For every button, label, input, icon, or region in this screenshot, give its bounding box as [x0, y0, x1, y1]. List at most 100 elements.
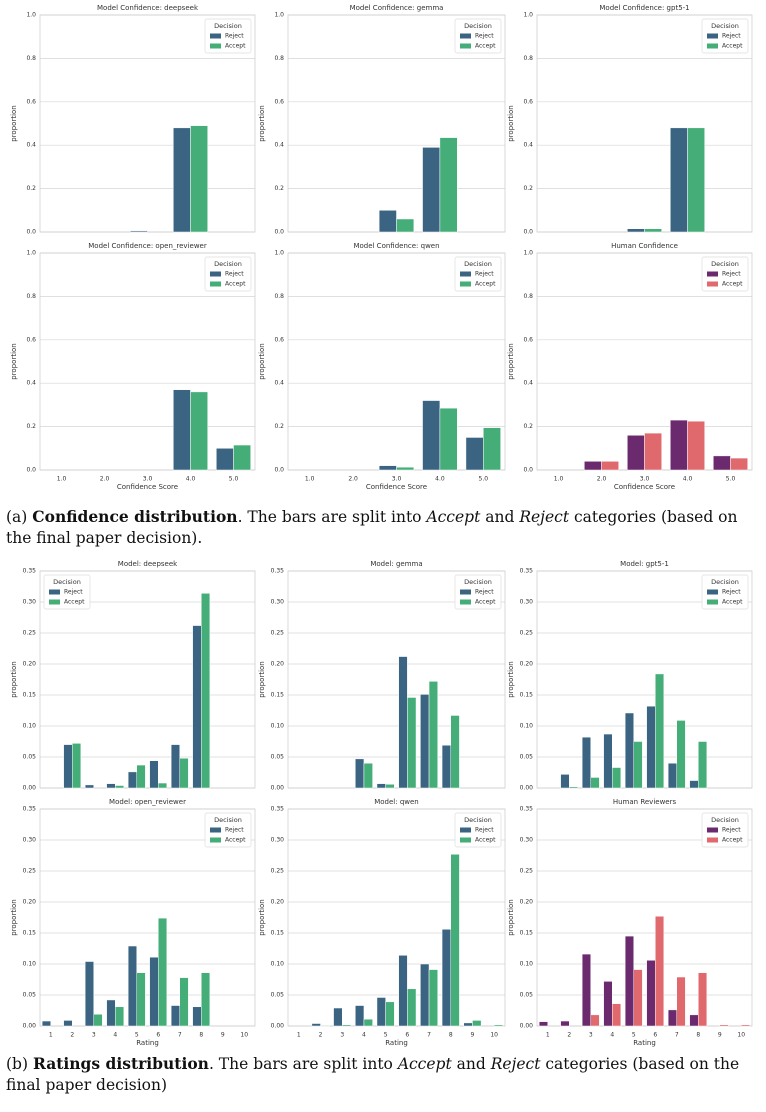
legend-swatch [210, 33, 221, 39]
legend-swatch [707, 281, 718, 287]
caption-italic: Accept [397, 1055, 452, 1073]
y-tick-label: 0.20 [271, 661, 285, 668]
bar [320, 1025, 330, 1027]
y-axis-label: proportion [10, 899, 18, 935]
legend-title: Decision [214, 816, 242, 824]
bar [385, 784, 395, 789]
axes-frame [39, 252, 256, 471]
y-tick-label: 0.05 [23, 992, 37, 999]
bar [646, 705, 656, 789]
caption-bold: Ratings distribution [32, 1054, 209, 1073]
legend-title: Decision [711, 578, 739, 586]
y-tick-label: 0.05 [520, 754, 534, 761]
legend-swatch [707, 827, 718, 833]
legend-label: Accept [475, 599, 496, 606]
x-tick-label: 10 [737, 1032, 745, 1039]
bar [581, 736, 592, 789]
chart-title: Model: qwen [374, 798, 419, 806]
bar [584, 461, 602, 471]
legend-swatch [707, 33, 718, 39]
bar [644, 228, 662, 233]
bar [130, 230, 148, 233]
bar [713, 455, 731, 471]
bar [398, 955, 408, 1027]
legend-swatch [460, 43, 471, 49]
bar [398, 656, 408, 789]
axes-frame [39, 570, 256, 789]
y-axis-label: proportion [10, 343, 18, 379]
chart-title: Model: gpt5-1 [620, 560, 669, 568]
y-tick-label: 0.15 [23, 692, 37, 699]
caption-italic: Accept [426, 508, 481, 526]
y-tick-label: 0.8 [274, 55, 284, 62]
x-tick-label: 2 [70, 1032, 74, 1039]
bar [173, 389, 191, 471]
bar [590, 1014, 600, 1027]
legend-swatch [707, 271, 718, 277]
legend-swatch [460, 599, 471, 605]
bar [190, 391, 208, 471]
x-tick-label: 3.0 [392, 476, 402, 483]
bar [676, 976, 686, 1027]
caption: (a) Confidence distribution. The bars ar… [6, 506, 762, 549]
bar [106, 999, 116, 1027]
axes-frame [287, 808, 506, 1027]
y-tick-label: 0.30 [23, 837, 37, 844]
y-tick-label: 0.4 [274, 142, 284, 149]
legend-swatch [460, 589, 471, 595]
legend-label: Accept [225, 837, 246, 844]
y-tick-label: 0.20 [23, 899, 37, 906]
y-tick-label: 0.30 [520, 837, 534, 844]
bar [84, 784, 95, 789]
x-tick-label: 8 [696, 1032, 700, 1039]
y-tick-label: 0.35 [271, 568, 285, 575]
bar [646, 960, 656, 1027]
bar [136, 972, 146, 1027]
bar [730, 457, 748, 471]
x-tick-label: 1.0 [57, 476, 67, 483]
bar [41, 1020, 52, 1027]
legend-swatch [460, 837, 471, 843]
x-axis-label: Rating [633, 1039, 656, 1047]
bar [687, 127, 705, 233]
y-tick-label: 0.00 [520, 785, 534, 792]
x-tick-label: 1 [297, 1032, 301, 1039]
legend-label: Reject [722, 271, 741, 278]
y-tick-label: 0.0 [523, 467, 533, 474]
bar [719, 1024, 729, 1027]
y-tick-label: 0.10 [23, 961, 37, 968]
bar [483, 427, 501, 471]
bar [450, 715, 460, 789]
x-tick-label: 2.0 [100, 476, 110, 483]
bar [741, 1024, 751, 1027]
bar [385, 1001, 395, 1027]
y-tick-label: 1.0 [274, 12, 284, 19]
legend-title: Decision [214, 260, 242, 268]
legend-title: Decision [464, 816, 492, 824]
bar [378, 210, 397, 233]
bar [333, 1007, 343, 1027]
bar [581, 953, 592, 1027]
y-tick-label: 0.10 [23, 723, 37, 730]
y-tick-label: 0.2 [523, 423, 533, 430]
caption-text: and [451, 1055, 491, 1073]
bar [149, 760, 159, 789]
x-tick-label: 5 [632, 1032, 636, 1039]
y-tick-label: 0.6 [523, 98, 533, 105]
legend-swatch [210, 837, 221, 843]
bar [655, 916, 665, 1027]
bar [627, 228, 645, 233]
bar [463, 1022, 473, 1027]
y-tick-label: 0.25 [23, 630, 37, 637]
x-tick-label: 5 [384, 1032, 388, 1039]
legend-swatch [707, 589, 718, 595]
figure: Model Confidence: deepseekproportion0.00… [10, 4, 753, 1047]
axes-frame [536, 570, 753, 789]
x-tick-label: 4.0 [435, 476, 445, 483]
x-tick-label: 7 [675, 1032, 679, 1039]
y-tick-label: 0.4 [26, 380, 36, 387]
bar [601, 461, 619, 471]
y-tick-label: 0.35 [520, 568, 534, 575]
bar [149, 956, 159, 1027]
